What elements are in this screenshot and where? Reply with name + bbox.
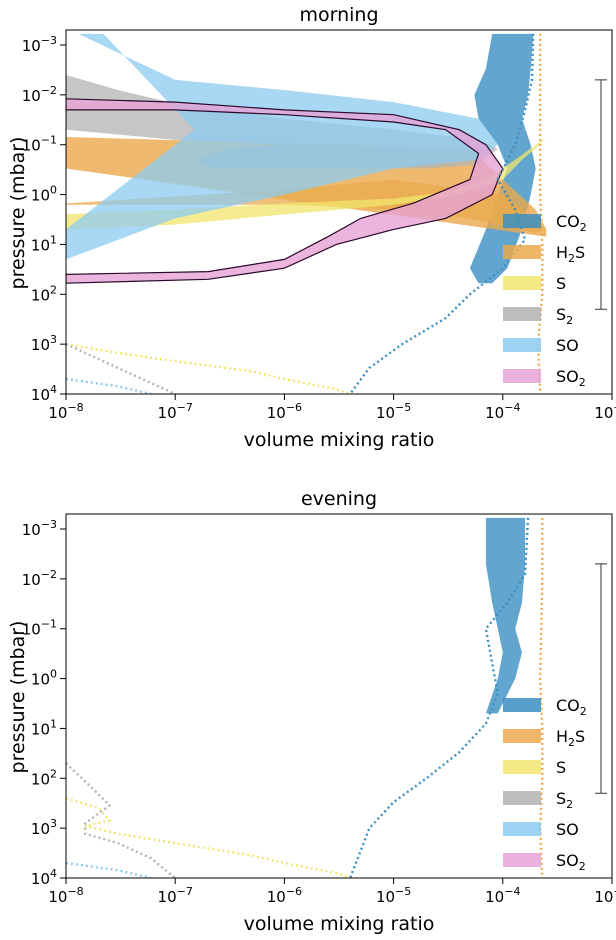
y-axis-label: pressure (mbar) <box>7 137 29 290</box>
legend-label: H2S <box>556 727 585 749</box>
y-tick-label: 101 <box>31 233 57 254</box>
y-tick-label: 10−3 <box>22 518 57 539</box>
y-axis-label: pressure (mbar) <box>7 621 29 774</box>
x-tick-label: 10−6 <box>267 885 302 906</box>
band-co2 <box>485 517 526 714</box>
line-co2 <box>349 33 535 394</box>
legend-swatch <box>503 760 541 774</box>
legend-label: S <box>556 274 566 293</box>
line-s2 <box>66 762 176 878</box>
line-so <box>66 861 152 878</box>
legend-swatch <box>503 214 541 228</box>
chart-evening: evening 10−8 10−7 10−6 10−5 10−4 10−3 10−3 10−2… <box>7 488 616 935</box>
x-tick-label: 10−4 <box>485 885 520 906</box>
legend-label: S2 <box>556 789 573 811</box>
x-tick-label: 10−8 <box>48 885 83 906</box>
legend-label: S2 <box>556 305 573 327</box>
legend-label: CO2 <box>556 212 587 234</box>
legend-label: SO <box>556 336 579 355</box>
y-tick-label: 102 <box>31 283 57 304</box>
plot-frame <box>65 513 613 879</box>
legend-swatch <box>503 369 541 383</box>
chart-title: morning <box>299 4 378 26</box>
y-tick-label: 101 <box>31 717 57 738</box>
legend-swatch <box>503 307 541 321</box>
chart-title: evening <box>301 488 377 510</box>
x-tick-label: 10−8 <box>48 401 83 422</box>
line-so <box>66 377 152 394</box>
x-tick-label: 10−3 <box>594 885 616 906</box>
legend-swatch <box>503 791 541 805</box>
x-tick-label: 10−4 <box>485 401 520 422</box>
x-tick-label: 10−7 <box>158 401 193 422</box>
y-tick-label: 10−2 <box>22 84 57 105</box>
line-s <box>66 342 351 394</box>
legend-swatch <box>503 729 541 743</box>
x-tick-label: 10−5 <box>376 885 411 906</box>
y-tick-label: 100 <box>31 668 57 689</box>
x-axis-label: volume mixing ratio <box>244 913 435 935</box>
legend: CO2 H2S S S2 SO SO2 <box>503 696 587 873</box>
y-tick-label: 104 <box>31 867 57 888</box>
legend-swatch <box>503 245 541 259</box>
y-tick-label: 10−1 <box>22 134 57 155</box>
y-tick-label: 10−2 <box>22 568 57 589</box>
y-tick-label: 103 <box>31 817 57 838</box>
plot-area: 10−8 10−7 10−6 10−5 10−4 10−3 10−3 10−2 10−1 100 1… <box>22 29 616 422</box>
plot-area: 10−8 10−7 10−6 10−5 10−4 10−3 10−3 10−2 10−1 100 1… <box>22 513 616 906</box>
x-tick-label: 10−5 <box>376 401 411 422</box>
series-layer <box>66 33 547 394</box>
chart-morning: morning 10−8 10−7 10−6 10−5 10−4 10−3 10−3 10−2… <box>7 4 616 451</box>
y-tick-label: 100 <box>31 184 57 205</box>
legend: CO2 H2S S S2 SO SO2 <box>503 212 587 389</box>
x-tick-label: 10−7 <box>158 885 193 906</box>
y-tick-label: 10−3 <box>22 34 57 55</box>
plot-frame <box>65 29 613 395</box>
line-s <box>66 796 351 878</box>
legend-label: CO2 <box>556 696 587 718</box>
legend-label: SO <box>556 820 579 839</box>
x-tick-label: 10−6 <box>267 401 302 422</box>
legend-swatch <box>503 276 541 290</box>
legend-label: H2S <box>556 243 585 265</box>
y-tick-label: 102 <box>31 767 57 788</box>
legend-swatch <box>503 338 541 352</box>
y-tick-label: 104 <box>31 383 57 404</box>
band-so2 <box>66 98 504 284</box>
y-tick-label: 103 <box>31 333 57 354</box>
x-axis-label: volume mixing ratio <box>244 429 435 451</box>
legend-swatch <box>503 853 541 867</box>
legend-swatch <box>503 822 541 836</box>
y-tick-label: 10−1 <box>22 618 57 639</box>
band-h2s-lower <box>66 159 547 234</box>
legend-label: SO2 <box>556 851 586 873</box>
line-co2 <box>348 517 530 878</box>
legend-swatch <box>503 698 541 712</box>
x-tick-label: 10−3 <box>594 401 616 422</box>
legend-label: SO2 <box>556 367 586 389</box>
legend-label: S <box>556 758 566 777</box>
series-layer <box>66 517 544 878</box>
band-so <box>66 33 498 260</box>
